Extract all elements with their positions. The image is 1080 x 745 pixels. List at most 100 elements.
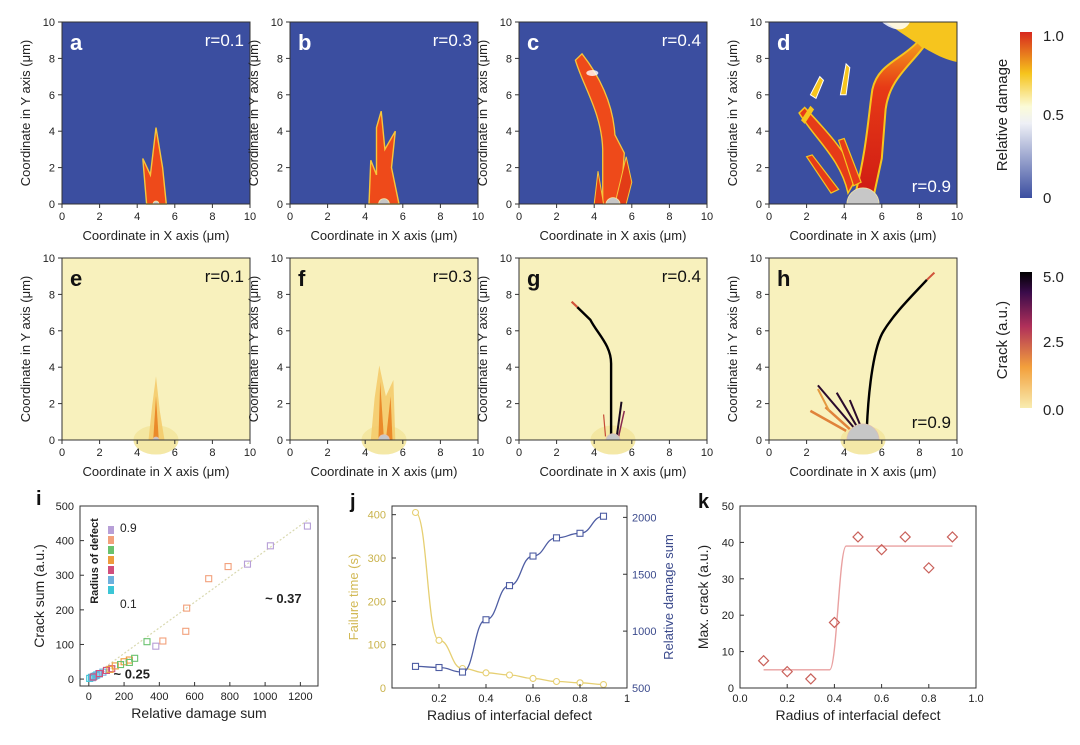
y-axis-label-f: Coordinate in Y axis (μm) <box>246 276 261 422</box>
legend-swatch-i <box>108 556 114 564</box>
y-tick-label-a: 8 <box>49 53 55 65</box>
annotation-i: ~ 0.25 <box>113 666 150 681</box>
point-j <box>435 636 443 644</box>
point-i <box>224 563 232 571</box>
colorbar-damage-label: Relative damage <box>994 59 1011 172</box>
x-tick-label-k: 0.0 <box>732 693 747 705</box>
y-tick-label-c: 8 <box>506 53 512 65</box>
x-tick-label-e: 0 <box>59 447 65 459</box>
x-tick-label-g: 2 <box>554 447 560 459</box>
x-tick-label-d: 0 <box>766 211 772 223</box>
plot-frame-j <box>391 505 628 689</box>
y-tick-label-i: 0 <box>68 674 74 686</box>
x-tick-label-h: 4 <box>841 447 847 459</box>
x-tick-label-e: 6 <box>172 447 178 459</box>
y-tick-label-f: 2 <box>277 399 283 411</box>
legend-swatch-i <box>108 566 114 574</box>
colorbar-crack-tick-mid: 2.5 <box>1043 334 1064 351</box>
x-tick-label-e: 4 <box>134 447 140 459</box>
y-tick-label-h: 0 <box>756 435 762 447</box>
plot-frame-g <box>518 257 708 441</box>
point-k <box>781 665 794 678</box>
x-tick-label-a: 6 <box>172 211 178 223</box>
y-axis-label-h: Coordinate in Y axis (μm) <box>725 276 740 422</box>
legend-swatch-i <box>108 536 114 544</box>
x-tick-label-f: 6 <box>400 447 406 459</box>
radius-label-a: r=0.1 <box>205 31 244 50</box>
x-tick-label-a: 2 <box>97 211 103 223</box>
panel-letter-e: e <box>70 266 82 291</box>
plot-frame-k <box>739 505 977 689</box>
y-tick-label-h: 4 <box>756 362 762 374</box>
x-tick-label-h: 6 <box>879 447 885 459</box>
x-tick-label-c: 0 <box>516 211 522 223</box>
point-k <box>946 531 959 543</box>
y-tick-label-c: 10 <box>500 17 512 29</box>
plot-frame-i <box>79 505 319 687</box>
point-i <box>159 637 167 645</box>
point-i <box>116 660 125 669</box>
series-line-j <box>414 511 604 686</box>
x-tick-label-d: 6 <box>879 211 885 223</box>
x-axis-label-g: Coordinate in X axis (μm) <box>540 464 687 479</box>
panel-letter-c: c <box>527 30 539 55</box>
x-tick-label-i: 400 <box>150 691 168 703</box>
panel-letter-h: h <box>777 266 790 291</box>
x-tick-label-e: 2 <box>97 447 103 459</box>
legend-top-i: 0.9 <box>120 521 137 535</box>
y-tick-label-h: 10 <box>750 253 762 265</box>
y-axis-label-d: Coordinate in Y axis (μm) <box>725 40 740 186</box>
y-tick-label-g: 0 <box>506 435 512 447</box>
panel-c: 0 2 4 6 8 10 0 2 4 6 8 10 Coordinate in X axis (μm) C… <box>475 17 713 243</box>
x-tick-label-i: 600 <box>185 691 203 703</box>
panel-letter-i: i <box>36 488 42 510</box>
damage-zone-d-corner <box>885 22 957 62</box>
y-tick-label-f: 6 <box>277 326 283 338</box>
y-tick-label-h: 2 <box>756 399 762 411</box>
x-tick-label-h: 0 <box>766 447 772 459</box>
panel-h: 0 2 4 6 8 10 0 2 4 6 8 10 Coordinate in X axis (μm) C… <box>725 253 963 479</box>
x-tick-label-d: 4 <box>841 211 847 223</box>
y-axis-label-e: Coordinate in Y axis (μm) <box>18 276 33 422</box>
point-j <box>505 671 514 679</box>
crack-line-g <box>576 306 613 437</box>
y-tick-label-b: 10 <box>271 17 283 29</box>
colorbar-damage: 1.0 0.5 0 Relative damage <box>994 28 1064 207</box>
x-tick-label-h: 10 <box>951 447 963 459</box>
y-tick-label-b: 6 <box>277 90 283 102</box>
x-tick-label-a: 4 <box>134 211 140 223</box>
legend-swatch-i <box>108 546 114 554</box>
x-axis-label-i: Relative damage sum <box>131 705 266 721</box>
y-tick-label-f: 10 <box>271 253 283 265</box>
x-tick-label-j: 1 <box>624 693 630 705</box>
y-tick-label-c: 6 <box>506 90 512 102</box>
colorbar-crack-tick-max: 5.0 <box>1043 269 1064 286</box>
y2-tick-label-j: 500 <box>632 683 650 695</box>
y-tick-label-g: 8 <box>506 289 512 301</box>
y-tick-label-i: 400 <box>56 536 74 548</box>
plot-frame-a <box>61 21 251 205</box>
y-tick-label-c: 0 <box>506 199 512 211</box>
x-tick-label-i: 800 <box>221 691 239 703</box>
y-tick-label-j: 300 <box>368 553 386 565</box>
panel-letter-k: k <box>698 491 710 513</box>
y2-axis-label-j: Relative damage sum <box>661 534 676 660</box>
x-tick-label-c: 10 <box>701 211 713 223</box>
point-j <box>482 669 490 677</box>
plot-frame-d <box>768 21 958 205</box>
x-axis-label-b: Coordinate in X axis (μm) <box>311 228 458 243</box>
point-i <box>143 638 151 646</box>
x-tick-label-j: 0.4 <box>478 693 493 705</box>
y-tick-label-b: 8 <box>277 53 283 65</box>
plot-frame-h <box>768 257 958 441</box>
annotation-i: ~ 0.37 <box>265 591 302 606</box>
x-tick-label-a: 10 <box>244 211 256 223</box>
x-tick-label-g: 0 <box>516 447 522 459</box>
point-k <box>804 673 817 685</box>
y2-tick-label-j: 1000 <box>632 626 656 638</box>
x-tick-label-k: 0.6 <box>874 693 889 705</box>
y-tick-label-e: 4 <box>49 362 55 374</box>
x-tick-label-i: 0 <box>86 691 92 703</box>
y-tick-label-e: 6 <box>49 326 55 338</box>
radius-label-h: r=0.9 <box>912 413 951 432</box>
